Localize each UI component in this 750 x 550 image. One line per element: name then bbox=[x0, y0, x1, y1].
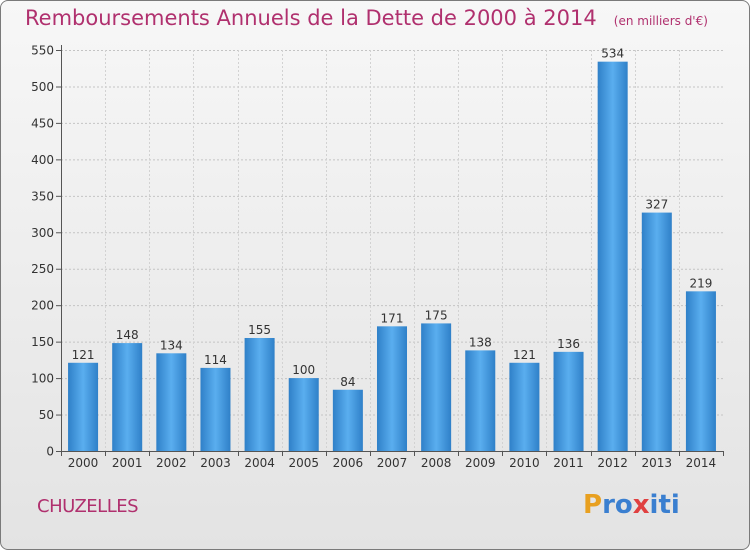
logo-letter: r bbox=[602, 490, 615, 520]
value-label: 134 bbox=[160, 338, 183, 352]
value-label: 219 bbox=[689, 276, 712, 290]
bar bbox=[376, 326, 408, 451]
y-tick-label: 550 bbox=[31, 44, 54, 58]
labels: 0 50 100 150 200 250 300 350 400 450 500 550 121 2000… bbox=[31, 44, 716, 471]
value-label: 136 bbox=[557, 337, 580, 351]
value-label: 100 bbox=[292, 363, 315, 377]
x-tick-label: 2001 bbox=[112, 456, 143, 470]
proxiti-logo: Proxiti bbox=[583, 490, 680, 520]
value-label: 148 bbox=[116, 328, 139, 342]
chart-subtitle: (en milliers d'€) bbox=[613, 14, 708, 28]
value-label: 114 bbox=[204, 353, 227, 367]
x-tick-label: 2008 bbox=[421, 456, 452, 470]
x-tick-label: 2000 bbox=[68, 456, 99, 470]
bar bbox=[332, 389, 363, 451]
value-label: 171 bbox=[381, 311, 404, 325]
x-tick-label: 2005 bbox=[288, 456, 319, 470]
value-label: 84 bbox=[340, 375, 355, 389]
bars bbox=[68, 61, 716, 451]
x-tick-label: 2012 bbox=[597, 456, 628, 470]
grid-lines bbox=[61, 50, 723, 451]
x-tick-label: 2004 bbox=[244, 456, 275, 470]
bar bbox=[465, 350, 496, 451]
bar bbox=[509, 362, 540, 451]
y-tick-label: 150 bbox=[31, 335, 54, 349]
y-tick-label: 300 bbox=[31, 226, 54, 240]
x-tick-label: 2007 bbox=[377, 456, 408, 470]
chart-title: Remboursements Annuels de la Dette de 20… bbox=[25, 6, 597, 30]
bar bbox=[112, 343, 143, 451]
bar bbox=[68, 362, 99, 451]
bar bbox=[288, 378, 319, 451]
x-tick-label: 2009 bbox=[465, 456, 496, 470]
x-tick-label: 2011 bbox=[553, 456, 584, 470]
y-tick-label: 450 bbox=[31, 116, 54, 130]
y-tick-label: 400 bbox=[31, 153, 54, 167]
bar bbox=[200, 367, 231, 451]
logo-letter: o bbox=[614, 490, 633, 520]
y-tick-label: 350 bbox=[31, 189, 54, 203]
y-tick-label: 100 bbox=[31, 372, 54, 386]
logo-letter: i bbox=[649, 490, 659, 520]
logo-letter: x bbox=[632, 490, 650, 520]
bar bbox=[156, 353, 187, 451]
bar bbox=[553, 351, 584, 451]
bar bbox=[597, 61, 628, 451]
x-tick-label: 2014 bbox=[686, 456, 717, 470]
value-label: 121 bbox=[513, 348, 536, 362]
bar bbox=[685, 291, 716, 451]
value-label: 121 bbox=[72, 348, 95, 362]
bar bbox=[244, 337, 275, 451]
y-tick-label: 250 bbox=[31, 262, 54, 276]
y-tick-label: 50 bbox=[39, 408, 54, 422]
location-name: CHUZELLES bbox=[37, 496, 139, 517]
logo-letter: i bbox=[670, 490, 680, 520]
x-tick-label: 2006 bbox=[333, 456, 364, 470]
y-tick-label: 200 bbox=[31, 299, 54, 313]
x-tick-label: 2002 bbox=[156, 456, 187, 470]
x-tick-label: 2013 bbox=[642, 456, 673, 470]
y-tick-label: 500 bbox=[31, 80, 54, 94]
bar bbox=[641, 212, 672, 451]
title-block: Remboursements Annuels de la Dette de 20… bbox=[25, 6, 708, 30]
y-tick-label: 0 bbox=[46, 445, 54, 459]
x-tick-label: 2003 bbox=[200, 456, 231, 470]
value-label: 155 bbox=[248, 323, 271, 337]
logo-letter: P bbox=[583, 490, 603, 520]
x-tick-label: 2010 bbox=[509, 456, 540, 470]
bar bbox=[421, 323, 452, 451]
value-label: 175 bbox=[425, 308, 448, 322]
value-label: 138 bbox=[469, 335, 492, 349]
logo-letter: t bbox=[658, 490, 671, 520]
value-label: 534 bbox=[601, 47, 624, 61]
value-label: 327 bbox=[645, 198, 668, 212]
axes bbox=[56, 45, 724, 456]
